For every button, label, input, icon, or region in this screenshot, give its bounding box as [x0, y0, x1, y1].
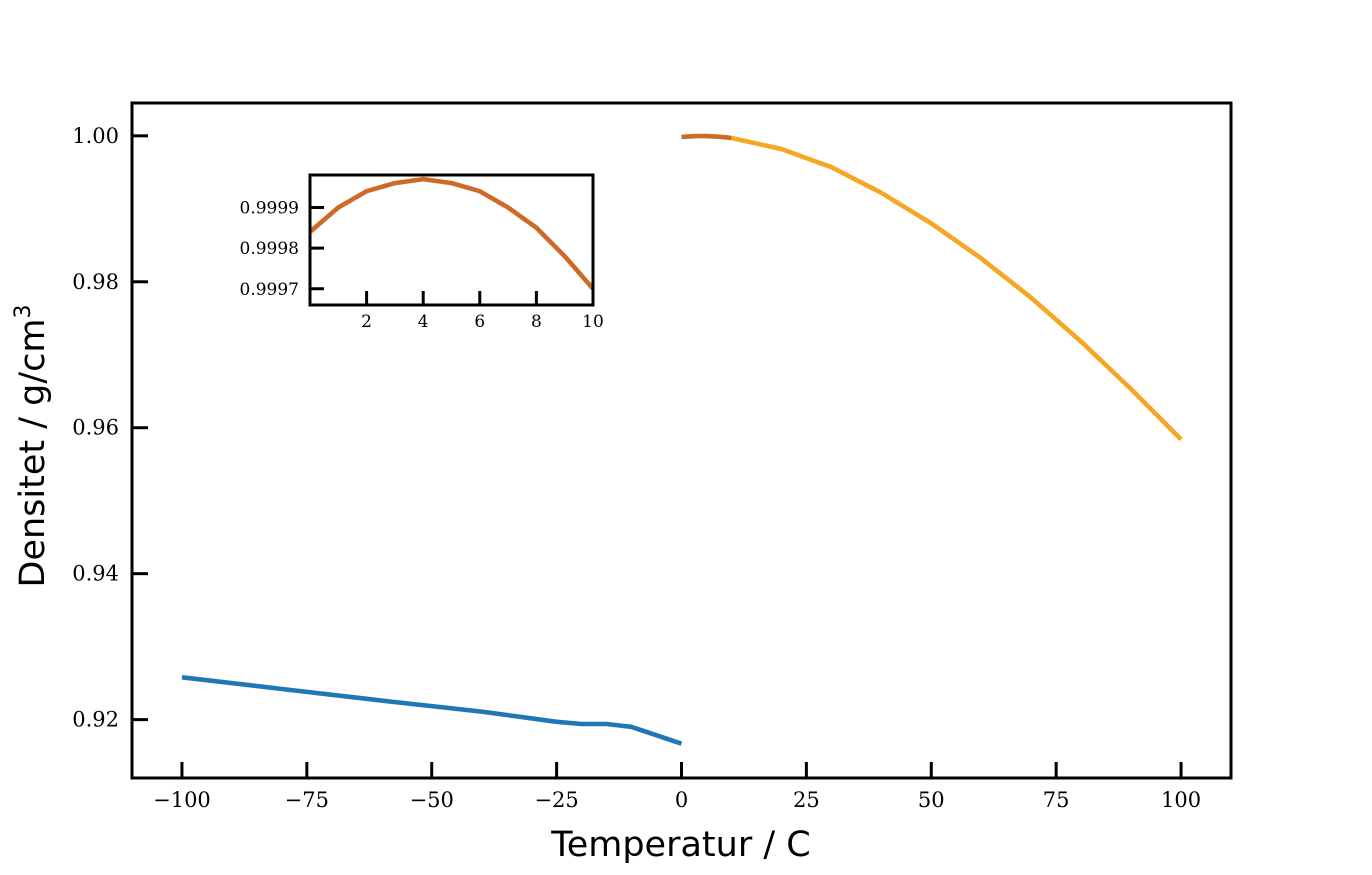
main-y-tick-label: 0.94 [72, 562, 119, 586]
inset-y-tick-label: 0.9999 [240, 199, 299, 219]
main-x-tick-label: 25 [793, 788, 820, 812]
inset-x-tick-label: 2 [361, 312, 372, 332]
inset-series-line-1 [308, 176, 595, 291]
main-x-tick-label: −75 [285, 788, 329, 812]
main-plot-area: −100 −75 −50 −25 0 25 50 75 100 0.92 0.94 0.96 0.98 1… [72, 101, 1233, 812]
main-x-tick-label: 75 [1043, 788, 1070, 812]
main-x-tick-label: −100 [153, 788, 211, 812]
main-x-tick-label: −50 [410, 788, 454, 812]
y-axis-title-superscript: 3 [11, 305, 36, 319]
main-series-line-2 [731, 135, 1183, 442]
main-y-tick-label: 0.92 [72, 708, 119, 732]
inset-plot-area: 2 4 6 8 10 0.9997 0.9998 0.9999 [240, 173, 604, 332]
main-y-tick-label: 0.98 [72, 270, 119, 294]
main-series-line-1 [181, 675, 683, 746]
inset-x-tick-label: 4 [418, 312, 429, 332]
inset-y-tick-label: 0.9997 [240, 280, 299, 300]
inset-x-tick-label: 10 [582, 312, 604, 332]
y-axis-title: Densitet / g/cm3 [11, 305, 53, 588]
inset-frame [308, 173, 595, 307]
main-x-tick-label: 100 [1161, 788, 1201, 812]
main-y-tick-label: 1.00 [72, 124, 119, 148]
inset-y-tick-label: 0.9998 [240, 239, 299, 259]
inset-x-tick-label: 8 [531, 312, 542, 332]
main-y-tick-label: 0.96 [72, 416, 119, 440]
inset-x-tick-label: 6 [474, 312, 485, 332]
main-x-tick-label: −25 [534, 788, 578, 812]
y-axis-title-text: Densitet / g/cm [13, 319, 53, 588]
main-x-tick-label: 0 [675, 788, 688, 812]
main-x-tick-label: 50 [918, 788, 945, 812]
main-series-line-3 [681, 133, 732, 141]
x-axis-title: Temperatur / C [550, 825, 810, 865]
